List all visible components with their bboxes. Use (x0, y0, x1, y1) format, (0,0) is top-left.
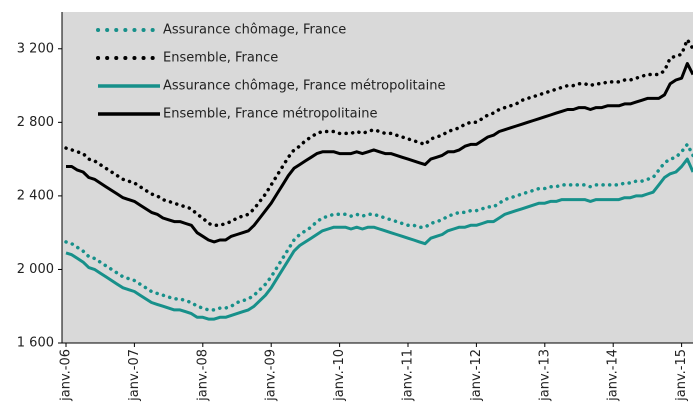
plot-area (62, 12, 693, 343)
x-tick-label: janv.-06 (59, 349, 74, 402)
x-tick-label: janv.-13 (537, 349, 552, 402)
y-tick-label: 1 600 (17, 336, 54, 351)
series-line (66, 62, 693, 244)
x-tick-label: janv.-07 (127, 349, 142, 402)
y-tick-label: 2 800 (17, 115, 54, 130)
legend-label: Ensemble, France (163, 51, 278, 66)
series-line (65, 157, 693, 321)
x-tick-label: janv.-12 (469, 349, 484, 402)
x-tick-label: janv.-09 (264, 349, 279, 402)
x-tick-label: janv.-15 (674, 349, 689, 402)
y-tick-label: 2 400 (17, 188, 54, 203)
legend-label: Ensemble, France métropolitaine (163, 107, 378, 122)
x-tick-label: janv.-08 (195, 349, 210, 402)
legend-label: Assurance chômage, France (163, 23, 346, 38)
legend-label: Assurance chômage, France métropolitaine (163, 79, 445, 94)
y-tick-label: 2 000 (17, 262, 54, 277)
series-line (64, 142, 693, 312)
x-tick-label: janv.-11 (401, 349, 416, 402)
series-line (64, 37, 693, 228)
y-tick-label: 3 200 (17, 41, 54, 56)
x-tick-label: janv.-10 (332, 349, 347, 402)
x-tick-label: janv.-14 (606, 349, 621, 402)
